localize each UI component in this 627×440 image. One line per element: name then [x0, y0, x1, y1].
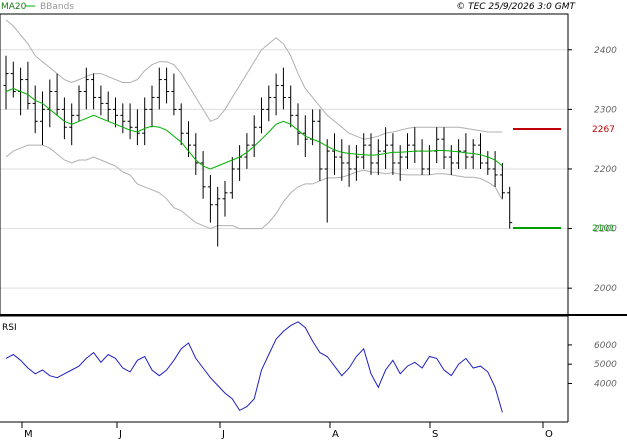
ohlc-bar	[383, 127, 389, 169]
ohlc-bar	[375, 139, 381, 175]
ohlc-bar	[368, 133, 374, 175]
x-tick-label: S	[432, 429, 438, 440]
bollinger-lower-band	[5, 144, 503, 230]
legend-ma20: MA20	[1, 2, 27, 12]
ohlc-bar	[266, 85, 272, 122]
ohlc-bar	[405, 133, 410, 169]
ohlc-bars	[3, 55, 513, 247]
ohlc-bar	[441, 127, 447, 169]
price-tick-label: 2100	[594, 225, 617, 235]
rsi-tick-label: 5000	[594, 360, 617, 370]
ohlc-bar	[156, 67, 162, 110]
ohlc-bar	[134, 109, 140, 146]
price-tick-label: 2000	[594, 284, 617, 294]
ohlc-bar	[32, 85, 38, 134]
ohlc-bar	[426, 145, 432, 175]
ohlc-bar	[478, 133, 483, 169]
ohlc-bar	[295, 103, 301, 146]
ohlc-bar	[259, 97, 264, 134]
ohlc-bar	[317, 109, 323, 181]
ohlc-bar	[127, 103, 133, 140]
ohlc-bar	[470, 139, 476, 169]
rsi-label: RSI	[2, 323, 17, 333]
ohlc-bar	[193, 133, 199, 175]
ohlc-bar	[361, 133, 367, 169]
rsi-tick-label: 6000	[594, 341, 617, 351]
rsi-y-axis: 4000 5000 6000	[568, 341, 617, 389]
ohlc-bar	[353, 145, 359, 181]
ohlc-bar	[448, 145, 454, 175]
ohlc-bar	[40, 91, 45, 146]
ohlc-bar	[463, 133, 469, 169]
bollinger-upper-band	[5, 19, 503, 140]
ohlc-bar	[207, 174, 213, 223]
rsi-line	[5, 321, 503, 413]
x-tick-label: J	[221, 429, 225, 440]
rsi-tick-label: 4000	[594, 379, 617, 389]
ohlc-bar	[142, 97, 148, 146]
ohlc-bar	[215, 186, 221, 247]
price-levels: 2267 2101	[513, 125, 615, 234]
ohlc-bar	[412, 127, 418, 164]
ma20-line	[5, 87, 503, 170]
ohlc-bar	[419, 139, 425, 175]
price-tick-label: 2300	[594, 105, 617, 115]
ohlc-bar	[171, 73, 177, 116]
copyright-text: © TEC 25/9/2026 3:0 GMT	[456, 2, 576, 12]
ohlc-bar	[105, 91, 111, 122]
ohlc-bar	[76, 85, 82, 122]
ohlc-bar	[456, 139, 462, 169]
ohlc-bar	[390, 133, 396, 175]
ohlc-bar	[149, 85, 155, 128]
ohlc-bar	[288, 85, 294, 128]
ohlc-bar	[178, 103, 184, 146]
price-tick-label: 2400	[594, 46, 617, 56]
ohlc-bar	[54, 73, 60, 116]
ohlc-bar	[237, 145, 243, 181]
x-tick-label: O	[545, 429, 553, 440]
ohlc-bar	[164, 67, 170, 104]
ohlc-bar	[200, 151, 206, 199]
ohlc-bar	[61, 97, 67, 140]
ohlc-bar	[113, 97, 118, 128]
ohlc-bar	[98, 85, 104, 116]
ohlc-bar	[485, 151, 491, 175]
x-tick-label: A	[332, 429, 339, 440]
ohlc-bar	[434, 127, 440, 164]
ohlc-bar	[492, 151, 498, 187]
ohlc-bar	[120, 103, 126, 134]
ohlc-bar	[397, 145, 403, 181]
ohlc-bar	[339, 139, 345, 181]
ohlc-bar	[3, 55, 9, 110]
x-tick-label: J	[118, 429, 122, 440]
ohlc-bar	[499, 163, 505, 199]
resistance-level-label: 2267	[592, 125, 615, 135]
ohlc-bar	[222, 180, 228, 217]
ohlc-bar	[324, 139, 330, 223]
ohlc-bar	[251, 115, 257, 158]
ohlc-bar	[229, 157, 235, 199]
ohlc-bar	[280, 67, 286, 110]
ohlc-bar	[47, 79, 53, 128]
ohlc-bar	[10, 61, 16, 98]
ohlc-bar	[507, 186, 513, 229]
price-panel-frame	[0, 13, 569, 317]
ohlc-bar	[25, 61, 31, 110]
ohlc-bar	[346, 145, 352, 187]
price-y-axis: 2000 2100 2200 2300 2400	[568, 46, 617, 294]
price-gridlines	[0, 49, 568, 289]
legend-bbands: BBands	[40, 2, 74, 12]
x-tick-label: M	[24, 429, 33, 440]
support-level-label: 2101	[592, 224, 615, 234]
ohlc-bar	[332, 133, 337, 175]
ohlc-bar	[91, 73, 97, 110]
ohlc-bar	[273, 73, 279, 116]
ohlc-bar	[244, 133, 250, 169]
price-tick-label: 2200	[594, 165, 617, 175]
ohlc-bar	[83, 67, 89, 110]
